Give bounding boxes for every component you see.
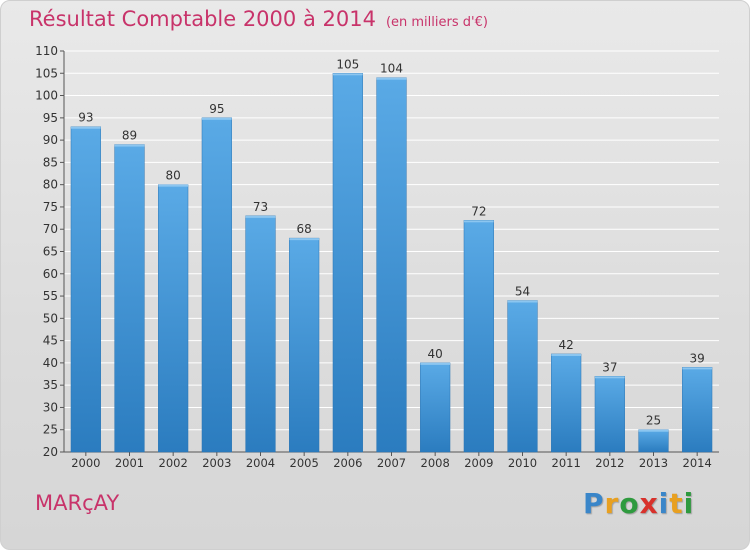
y-tick-label: 75	[43, 200, 58, 214]
x-tick-label: 2013	[639, 456, 668, 470]
x-tick-label: 2012	[595, 456, 624, 470]
logo-letter: o	[619, 487, 640, 520]
bar	[245, 215, 276, 453]
logo-letter: i	[683, 487, 695, 520]
logo-letter: r	[604, 487, 620, 520]
bar	[289, 237, 320, 453]
bar-highlight	[463, 220, 494, 223]
bar-highlight	[245, 215, 276, 218]
y-tick-label: 110	[35, 44, 58, 58]
bar	[376, 77, 407, 453]
y-tick-label: 90	[43, 133, 58, 147]
data-label: 54	[515, 285, 530, 299]
data-label: 68	[297, 222, 312, 236]
bar	[420, 362, 451, 453]
data-label: 72	[471, 204, 486, 218]
bar-highlight	[376, 77, 407, 80]
bar	[158, 184, 189, 453]
bar-highlight	[594, 376, 625, 379]
y-tick-label: 55	[43, 289, 58, 303]
bar	[551, 353, 582, 453]
bar-highlight	[551, 353, 582, 356]
bar-highlight	[638, 429, 669, 432]
x-tick-label: 2010	[508, 456, 537, 470]
data-label: 37	[602, 360, 617, 374]
bar-highlight	[420, 362, 451, 365]
bar	[682, 367, 713, 453]
y-tick-label: 20	[43, 445, 58, 459]
x-tick-label: 2014	[683, 456, 712, 470]
data-label: 95	[209, 102, 224, 116]
y-tick-label: 95	[43, 111, 58, 125]
x-tick-label: 2007	[377, 456, 406, 470]
bar-highlight	[289, 238, 320, 241]
y-tick-label: 45	[43, 334, 58, 348]
bar-highlight	[158, 184, 189, 187]
data-label: 93	[78, 111, 93, 125]
data-labels: 93 89 80 95 73 68 105 104 40 72 54 42 37 25 39	[78, 57, 705, 427]
y-tick-label: 30	[43, 400, 58, 414]
bars	[70, 73, 713, 453]
bar-highlight	[332, 73, 363, 76]
data-label: 80	[166, 169, 181, 183]
proxiti-logo: Proxiti	[583, 487, 694, 520]
bar	[201, 117, 232, 453]
y-tick-label: 35	[43, 378, 58, 392]
chart-title-text: Résultat Comptable 2000 à 2014	[29, 7, 376, 31]
y-tick-label: 60	[43, 267, 58, 281]
bar-highlight	[114, 144, 145, 147]
data-label: 42	[559, 338, 574, 352]
y-tick-label: 100	[35, 89, 58, 103]
bar	[463, 220, 494, 453]
bar-highlight	[682, 367, 713, 370]
x-tick-label: 2009	[464, 456, 493, 470]
chart-unit: (en milliers d'€)	[385, 15, 488, 30]
y-tick-label: 80	[43, 178, 58, 192]
chart-title: Résultat Comptable 2000 à 2014 (en millie…	[29, 7, 488, 31]
x-tick-label: 2003	[202, 456, 231, 470]
x-tick-label: 2000	[71, 456, 100, 470]
data-label: 25	[646, 414, 661, 428]
x-tick-label: 2002	[159, 456, 188, 470]
x-tick-label: 2011	[552, 456, 581, 470]
bar-highlight	[201, 117, 232, 120]
bar-highlight	[507, 300, 538, 303]
x-tick-label: 2001	[115, 456, 144, 470]
data-label: 105	[336, 57, 359, 71]
y-tick-label: 105	[35, 66, 58, 80]
axes: 20 25 30 35 40 45 50 55 60 65 70 75 80 85 90 95 100 105 11…	[35, 44, 719, 470]
y-tick-label: 65	[43, 245, 58, 259]
x-tick-label: 2008	[421, 456, 450, 470]
bar	[638, 429, 669, 453]
data-label: 40	[428, 347, 443, 361]
bar	[507, 300, 538, 453]
logo-letter: x	[639, 487, 659, 520]
x-tick-label: 2004	[246, 456, 275, 470]
data-label: 73	[253, 200, 268, 214]
data-label: 104	[380, 62, 403, 76]
bar-highlight	[70, 126, 101, 129]
bar	[332, 73, 363, 453]
logo-letter: t	[669, 487, 684, 520]
x-tick-label: 2006	[333, 456, 362, 470]
y-tick-label: 85	[43, 155, 58, 169]
y-tick-label: 50	[43, 311, 58, 325]
bar	[594, 376, 625, 453]
logo-letter: i	[658, 487, 670, 520]
y-tick-label: 25	[43, 423, 58, 437]
commune-name: MARçAY	[35, 491, 120, 515]
bar	[114, 144, 145, 453]
y-tick-label: 70	[43, 222, 58, 236]
y-tick-label: 40	[43, 356, 58, 370]
x-tick-label: 2005	[290, 456, 319, 470]
bar	[70, 126, 101, 453]
logo-letter: P	[583, 487, 605, 520]
data-label: 89	[122, 129, 137, 143]
data-label: 39	[690, 351, 705, 365]
